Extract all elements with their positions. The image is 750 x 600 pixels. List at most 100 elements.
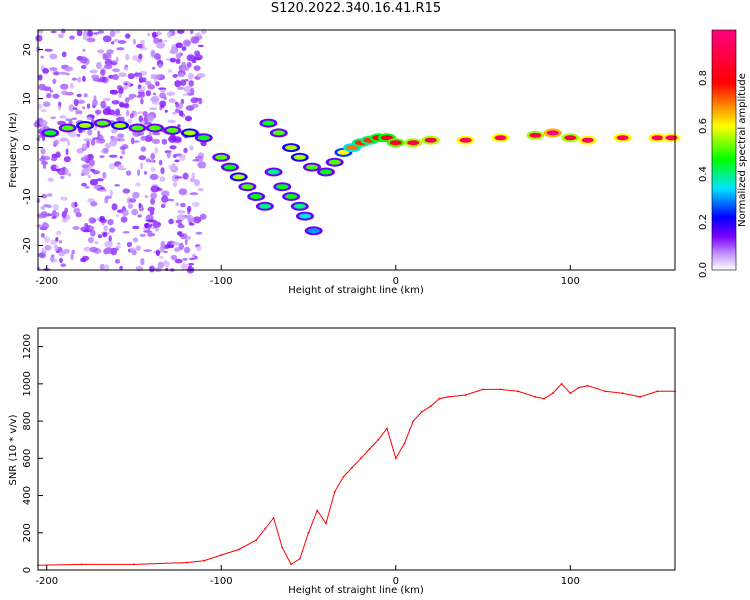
- noise-speckle: [73, 207, 81, 214]
- noise-speckle: [75, 212, 82, 218]
- snr-point: [220, 554, 223, 556]
- noise-speckle: [168, 120, 175, 123]
- noise-speckle: [81, 143, 88, 151]
- noise-speckle: [116, 85, 123, 90]
- noise-speckle: [175, 52, 181, 59]
- ridge-point: [293, 154, 306, 160]
- noise-speckle: [128, 198, 137, 203]
- noise-speckle: [160, 167, 165, 175]
- snr-point: [325, 522, 327, 525]
- noise-speckle: [169, 57, 177, 63]
- noise-speckle: [121, 209, 129, 217]
- noise-speckle: [69, 82, 74, 90]
- noise-speckle: [87, 129, 93, 136]
- noise-speckle: [154, 146, 159, 154]
- noise-speckle: [175, 153, 182, 156]
- noise-speckle: [197, 44, 204, 48]
- noise-speckle: [108, 74, 114, 79]
- noise-speckle: [83, 246, 91, 252]
- noise-speckle: [175, 102, 180, 108]
- noise-speckle: [175, 219, 183, 224]
- noise-speckle: [81, 65, 86, 69]
- noise-speckle: [178, 242, 184, 250]
- noise-speckle: [133, 140, 140, 143]
- ridge-point: [328, 159, 341, 165]
- noise-speckle: [122, 188, 131, 194]
- colorbar-ticks: 0.0 0.2 0.4 0.6 0.8: [698, 70, 709, 278]
- noise-speckle: [169, 50, 174, 54]
- spectrogram-marks: [33, 28, 681, 274]
- ridge-point: [546, 130, 559, 136]
- noise-speckle: [60, 175, 65, 180]
- noise-speckle: [42, 250, 47, 254]
- noise-speckle: [119, 155, 123, 159]
- noise-speckle: [177, 29, 185, 34]
- snr-series-line: [37, 383, 675, 566]
- noise-speckle: [150, 73, 155, 79]
- snr-x-label: Height of straight line (km): [288, 585, 424, 596]
- snr-point: [377, 438, 380, 441]
- y-tick-label: 1000: [22, 371, 33, 396]
- noise-speckle: [190, 88, 195, 95]
- noise-speckle: [123, 65, 129, 71]
- noise-speckle: [174, 159, 180, 163]
- noise-speckle: [196, 73, 206, 78]
- noise-speckle: [140, 162, 144, 170]
- noise-speckle: [59, 83, 69, 90]
- snr-point: [560, 382, 563, 385]
- noise-speckle: [139, 233, 147, 237]
- snr-point: [281, 546, 284, 549]
- ridge-point: [166, 127, 179, 133]
- noise-speckle: [166, 91, 176, 96]
- noise-speckle: [117, 133, 125, 138]
- noise-speckle: [138, 155, 146, 161]
- noise-speckle: [131, 208, 138, 216]
- noise-speckle: [103, 225, 108, 232]
- ridge-point: [299, 213, 311, 219]
- noise-speckle: [57, 33, 64, 39]
- noise-speckle: [92, 32, 100, 35]
- noise-speckle: [171, 241, 181, 246]
- noise-speckle: [198, 97, 203, 105]
- noise-speckle: [168, 98, 176, 103]
- noise-speckle: [40, 205, 46, 210]
- noise-speckle: [158, 255, 164, 259]
- snr-point: [351, 466, 353, 469]
- noise-speckle: [140, 146, 147, 152]
- noise-speckle: [71, 117, 77, 121]
- noise-speckle: [124, 82, 128, 86]
- noise-speckle: [82, 48, 86, 52]
- y-tick-label: 0: [22, 567, 33, 573]
- ridge-point: [285, 145, 298, 151]
- noise-speckle: [189, 177, 196, 183]
- noise-speckle: [150, 198, 156, 205]
- noise-speckle: [36, 224, 43, 228]
- noise-speckle: [40, 109, 47, 112]
- ridge-point: [250, 194, 263, 199]
- noise-speckle: [107, 109, 116, 116]
- ridge-point: [258, 203, 271, 209]
- noise-speckle: [100, 149, 104, 153]
- noise-speckle: [185, 115, 192, 122]
- noise-speckle: [150, 185, 160, 193]
- noise-speckle: [51, 216, 57, 219]
- noise-speckle: [39, 119, 48, 127]
- noise-speckle: [184, 78, 189, 82]
- noise-speckle: [121, 149, 126, 155]
- noise-speckle: [150, 95, 160, 103]
- noise-speckle: [104, 58, 113, 66]
- noise-speckle: [108, 163, 116, 170]
- noise-speckle: [96, 178, 104, 182]
- noise-speckle: [86, 103, 91, 109]
- snr-point: [517, 390, 519, 393]
- noise-speckle: [53, 71, 60, 76]
- noise-speckle: [181, 65, 187, 72]
- noise-speckle: [140, 135, 147, 141]
- noise-speckle: [95, 139, 105, 144]
- snr-point: [429, 405, 432, 408]
- noise-speckle: [40, 148, 46, 155]
- snr-point: [342, 476, 345, 478]
- noise-speckle: [46, 193, 53, 197]
- noise-speckle: [50, 116, 57, 120]
